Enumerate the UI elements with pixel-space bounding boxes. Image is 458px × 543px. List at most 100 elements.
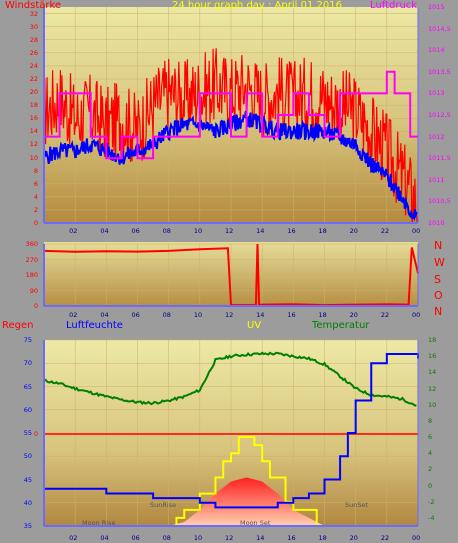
wind-x-tick-label: 00 [412,227,421,235]
direction-x-tick-label: 14 [256,311,265,319]
sunset-annotation: SunSet [345,501,369,509]
temperature-tick-label: 0 [428,481,433,490]
wind-x-tick-label: 20 [349,227,358,235]
wind-tick-label: 32 [29,9,38,18]
regen-label: Regen [2,320,34,331]
humidity-tick-label: 55 [23,429,32,437]
wind-tick-label: 6 [33,179,38,188]
wind-x-tick-label: 16 [287,227,296,235]
direction-tick-label: 0 [33,302,38,310]
moon-rise-annotation: Moon Rise [82,519,116,527]
direction-x-tick-label: 00 [412,311,421,319]
pressure-tick-label: 1010 [428,219,445,227]
temperature-tick-label: 10 [428,400,437,409]
climate-x-tick-label: 06 [131,534,140,542]
pressure-tick-label: 1012 [428,132,445,141]
compass-n-bottom: N [434,305,443,318]
wind-tick-label: 26 [29,48,38,57]
wind-tick-label: 22 [29,75,38,83]
compass-w: W [434,256,445,269]
wind-tick-label: 12 [29,140,38,149]
humidity-tick-label: 60 [23,405,32,414]
direction-x-tick-label: 10 [193,311,203,319]
compass-o: O [434,289,443,302]
temperature-tick-label: 8 [428,416,433,425]
wind-tick-label: 10 [29,153,38,162]
solar-area [168,477,325,526]
wind-tick-label: 8 [33,166,38,175]
climate-x-tick-label: 02 [69,534,78,542]
humidity-line [44,352,419,509]
wind-tick-label: 4 [33,192,38,201]
humidity-tick-label: 45 [23,475,32,484]
humidity-tick-label: 50 [23,452,32,461]
climate-x-tick-label: 08 [162,534,171,542]
wind-x-tick-label: 12 [225,227,234,235]
wind-x-tick-label: 02 [69,227,78,235]
climate-x-tick-label: 04 [100,534,109,542]
temperature-tick-label: 16 [428,352,437,361]
wind-tick-label: 30 [29,22,38,31]
direction-x-tick-label: 02 [69,311,78,319]
direction-x-tick-label: 20 [349,311,358,319]
uv-line [165,436,325,527]
climate-x-tick-label: 18 [318,534,327,542]
climate-x-tick-label: 00 [412,534,421,542]
pressure-tick-label: 1014,5 [428,24,451,33]
wind-x-tick-label: 04 [100,227,109,235]
wind-x-tick-label: 22 [380,227,390,235]
climate-x-tick-label: 16 [287,534,296,542]
rain-zero-label: 0 [33,430,38,438]
pressure-tick-label: 1013,5 [428,67,451,76]
wind-x-tick-label: 18 [318,227,327,235]
luftfeuchte-label: Luftfeuchte [66,320,123,331]
wind-tick-label: 28 [29,35,38,44]
moon-set-annotation: Moon Set [240,519,271,527]
pressure-tick-label: 1011 [428,175,445,184]
wind-x-tick-label: 14 [256,227,265,235]
temperature-tick-label: -4 [428,513,435,522]
climate-x-tick-label: 20 [349,534,358,542]
direction-x-tick-label: 18 [318,311,327,319]
wind-tick-label: 16 [29,114,38,123]
direction-tick-label: 360 [25,240,38,248]
wind-series-group [43,48,418,224]
uv-label: UV [247,320,262,331]
direction-tick-label: 270 [25,255,38,264]
pressure-tick-label: 1013 [428,89,445,98]
climate-series-group [43,351,419,527]
compass-n-top: N [434,239,443,252]
direction-x-tick-label: 08 [162,311,171,319]
wind-tick-label: 14 [29,127,38,136]
direction-tick-label: 90 [29,286,38,295]
pressure-tick-label: 1015 [428,3,445,11]
wind-x-tick-label: 06 [131,227,140,235]
wind-tick-label: 20 [29,88,38,97]
temperature-tick-label: 4 [428,449,433,458]
temperature-tick-label: -2 [428,497,435,506]
humidity-tick-label: 65 [23,382,32,391]
direction-grid [44,243,419,307]
direction-x-tick-label: 06 [131,311,140,319]
pressure-line [44,70,418,160]
humidity-tick-label: 35 [23,522,32,530]
direction-line [43,243,419,307]
temperature-tick-label: 12 [428,384,437,393]
direction-x-tick-label: 04 [100,311,109,319]
wind-tick-label: 2 [33,205,38,214]
direction-x-tick-label: 16 [287,311,296,319]
temperature-tick-label: 2 [428,465,433,474]
climate-x-tick-label: 12 [225,534,234,542]
graph-title: 24 hour graph day : April 01 2016 [172,0,342,11]
pressure-tick-label: 1010,5 [428,197,451,206]
humidity-tick-label: 70 [23,359,32,368]
humidity-tick-label: 75 [23,336,32,344]
climate-x-tick-label: 14 [256,534,265,542]
pressure-tick-label: 1012,5 [428,111,451,119]
wind-x-tick-label: 10 [193,227,203,235]
climate-x-tick-label: 10 [193,534,203,542]
sunrise-annotation: SunRise [150,501,177,509]
wind-x-tick-label: 08 [162,227,171,235]
windstaerke-label: Windstärke [5,0,62,11]
